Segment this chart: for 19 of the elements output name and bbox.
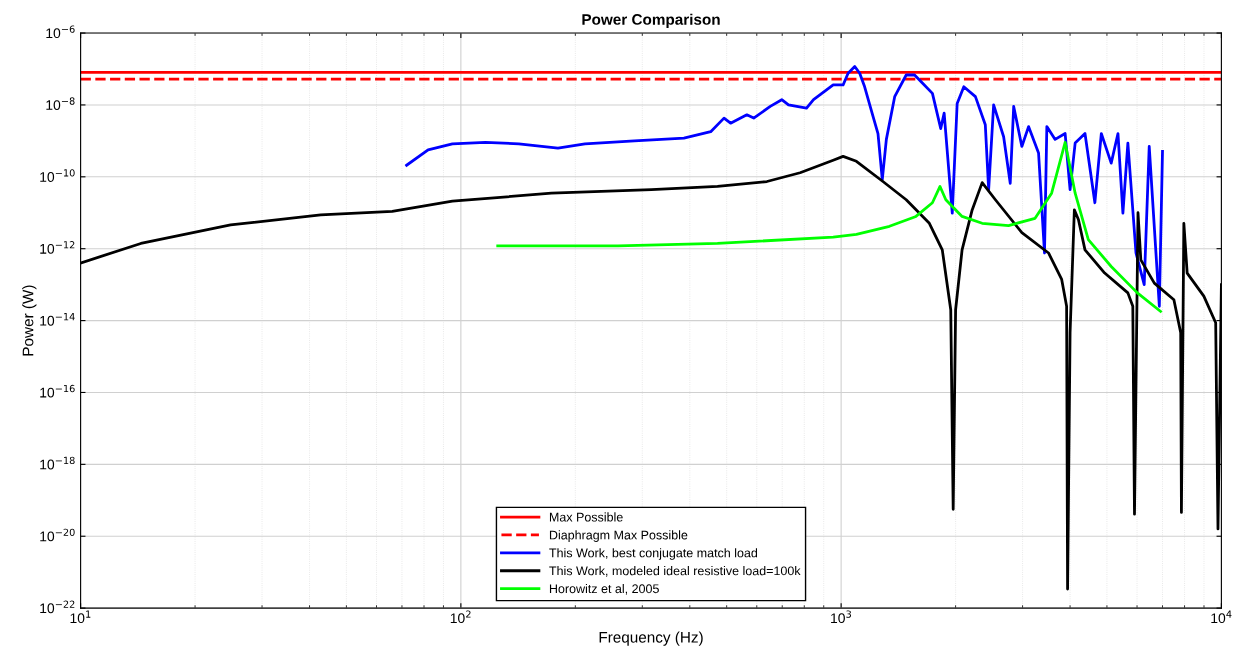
y-tick-label: 10$^{−20}$ — [40, 528, 75, 542]
y-axis-title: Power (W) — [22, 285, 37, 356]
y-tick-label: 10$^{−16}$ — [40, 384, 75, 398]
legend-label: Max Possible — [549, 512, 623, 522]
legend-label: This Work, best conjugate match load — [549, 548, 758, 560]
y-tick-label: 10$^{−12}$ — [40, 241, 75, 254]
y-tick-label: 10$^{−18}$ — [40, 456, 75, 470]
legend-label: Horowitz et al, 2005 — [549, 583, 659, 595]
chart-title: Power Comparison — [582, 13, 720, 28]
x-axis-title: Frequency (Hz) — [599, 631, 703, 646]
x-tick-label: 10$^{2}$ — [450, 610, 471, 624]
y-tick-label: 10$^{−10}$ — [40, 169, 75, 182]
y-tick-label: 10$^{−6}$ — [46, 25, 75, 39]
legend-label: Diaphragm Max Possible — [549, 530, 688, 542]
x-tick-label: 10$^{3}$ — [831, 610, 852, 624]
x-tick-label: 10$^{4}$ — [1211, 610, 1232, 624]
y-tick-label: 10$^{−14}$ — [40, 313, 75, 326]
legend-label: This Work, modeled ideal resistive load=100k — [549, 566, 801, 577]
y-tick-label: 10$^{−8}$ — [46, 97, 75, 110]
